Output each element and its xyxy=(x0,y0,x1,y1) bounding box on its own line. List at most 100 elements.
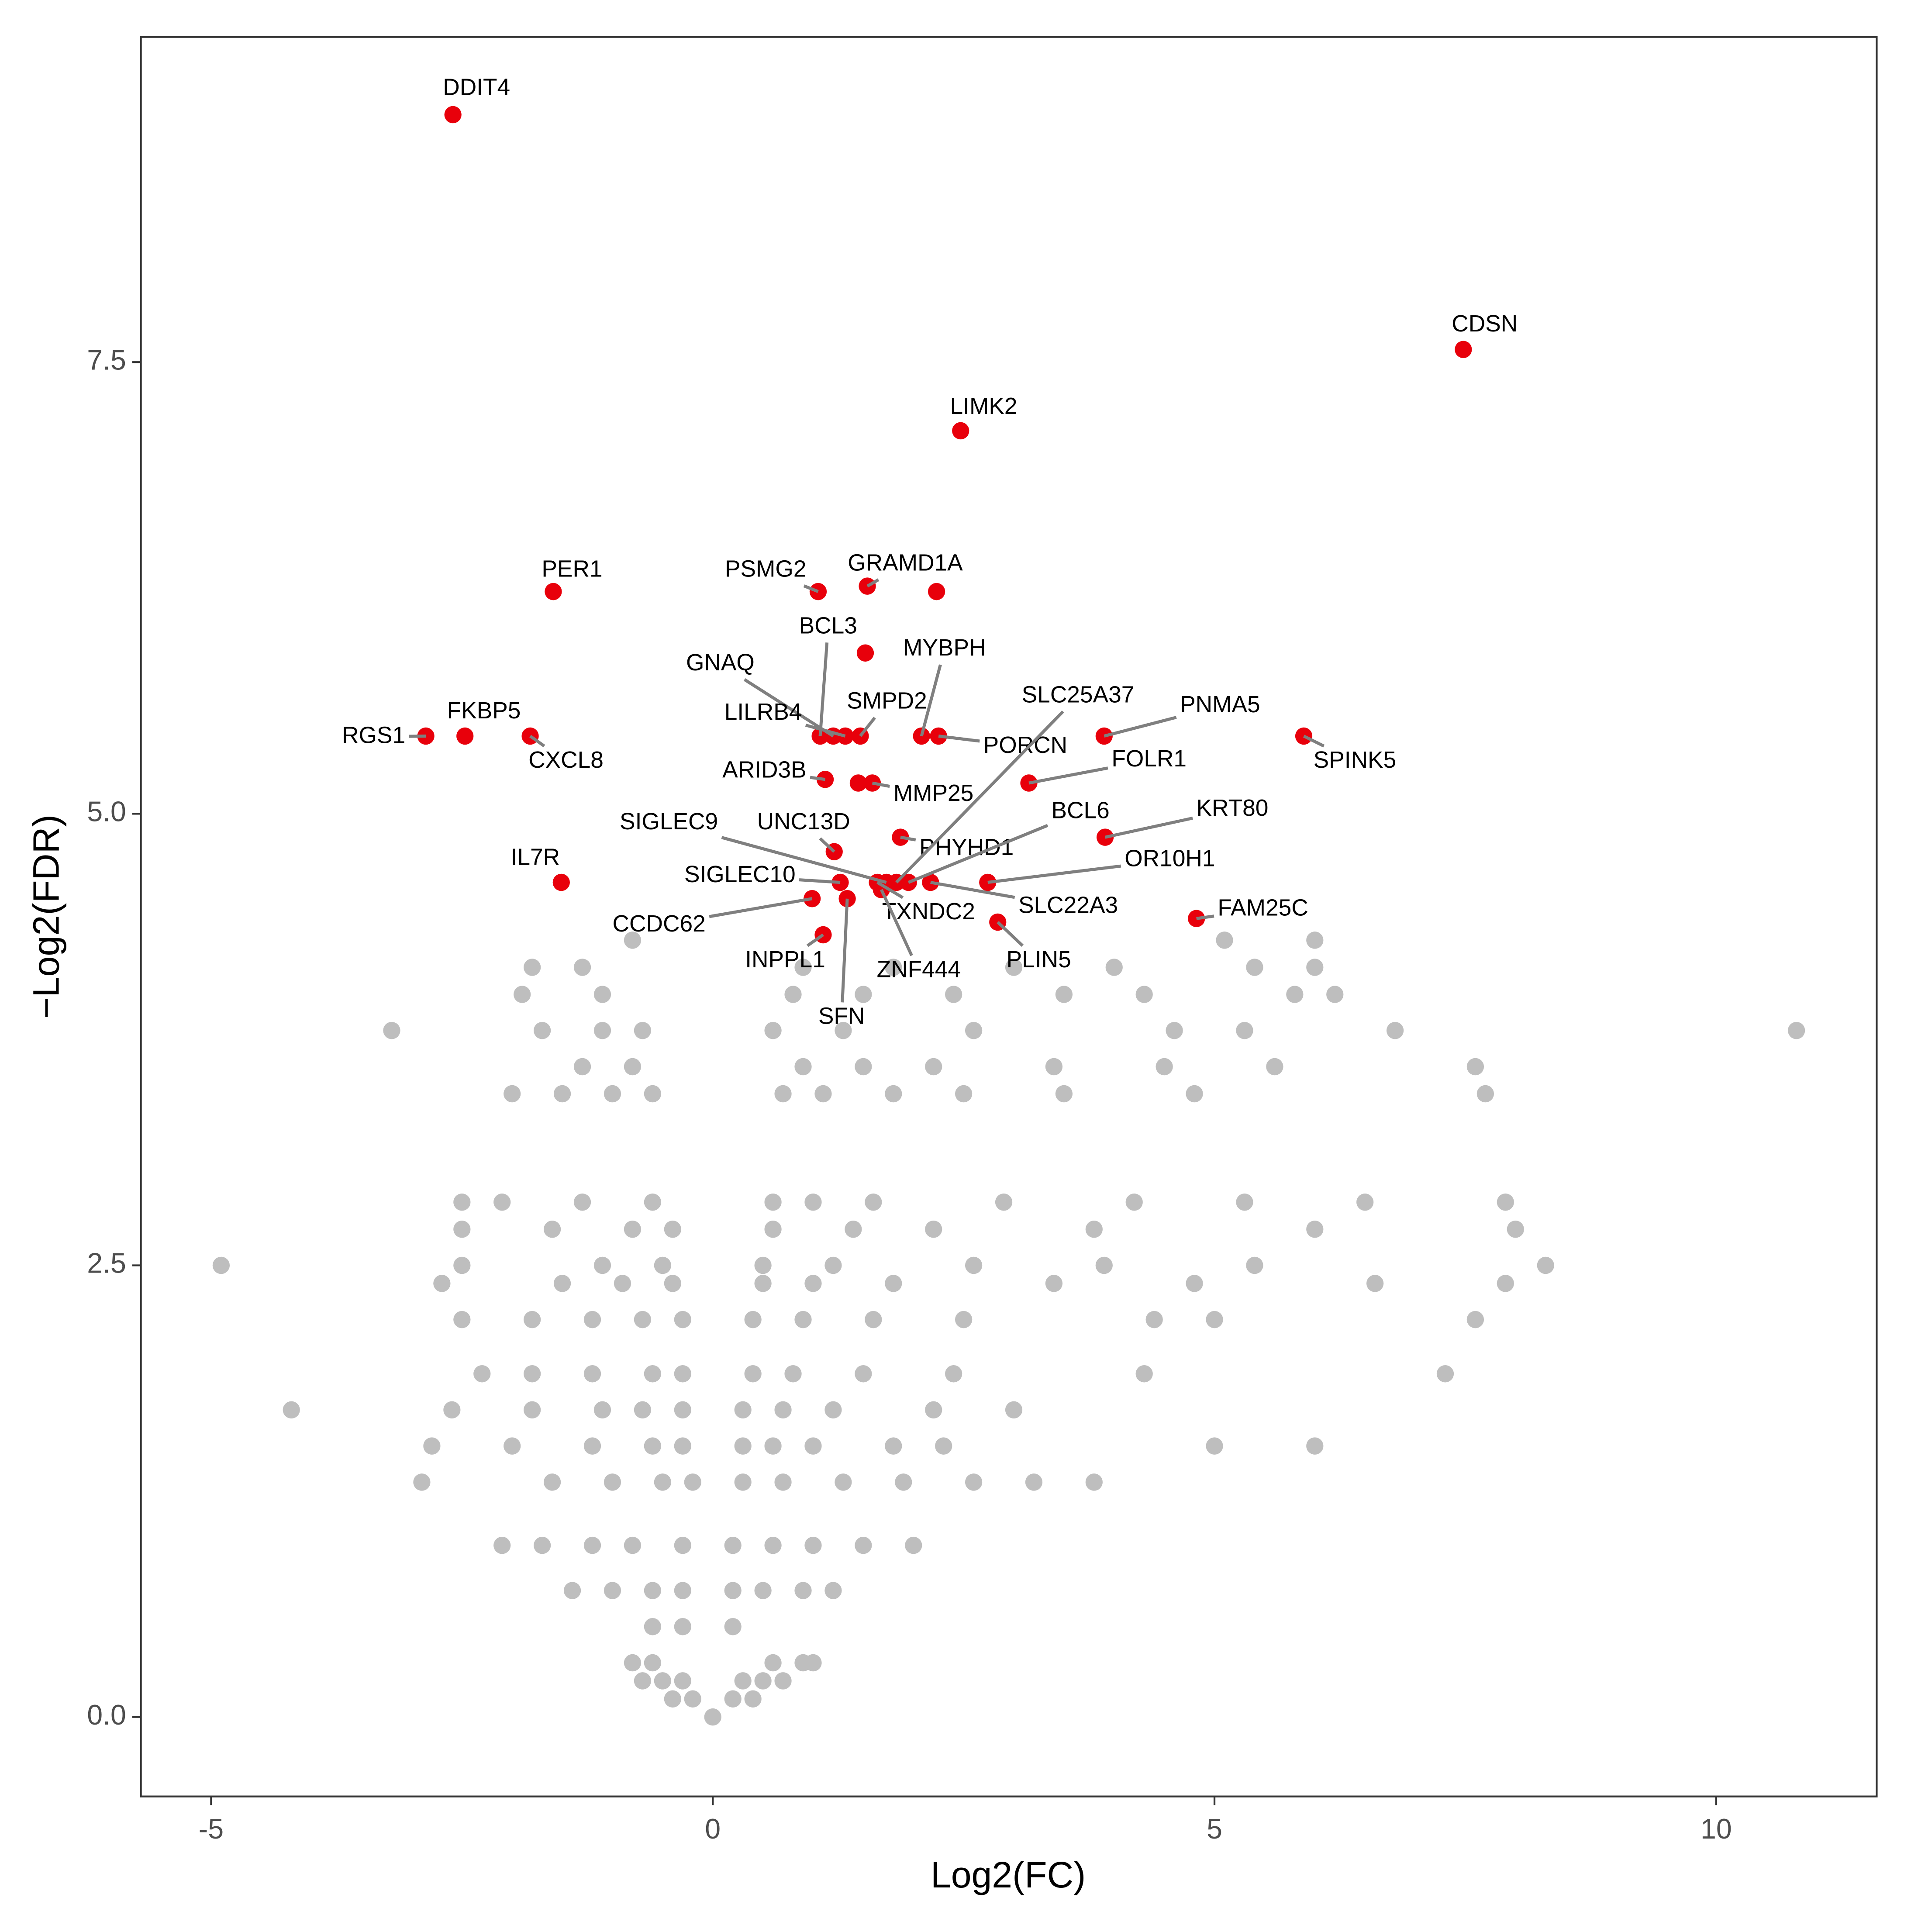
point xyxy=(1005,1401,1023,1419)
point xyxy=(794,1582,812,1599)
point xyxy=(1085,1473,1103,1491)
point xyxy=(744,1690,762,1708)
point-label: CXCL8 xyxy=(528,747,604,773)
point xyxy=(593,1256,611,1274)
point-label: SLC22A3 xyxy=(1018,893,1118,918)
point xyxy=(845,1221,862,1238)
label-connector xyxy=(709,897,813,918)
point xyxy=(624,932,642,949)
point xyxy=(1095,1256,1113,1274)
label-connector xyxy=(819,837,835,853)
point-label: ARID3B xyxy=(722,757,806,783)
point xyxy=(573,1058,591,1076)
point xyxy=(453,1221,471,1238)
point xyxy=(764,1536,782,1554)
point xyxy=(493,1193,511,1211)
point xyxy=(744,1365,762,1383)
point xyxy=(283,1401,300,1419)
point xyxy=(593,986,611,1003)
point-label: FOLR1 xyxy=(1111,746,1187,772)
point xyxy=(1186,1085,1203,1103)
point xyxy=(524,1311,541,1328)
point xyxy=(654,1672,671,1690)
point xyxy=(674,1365,691,1383)
point xyxy=(1306,1221,1324,1238)
point xyxy=(1055,986,1073,1003)
label-connector xyxy=(1303,735,1325,748)
point xyxy=(634,1311,652,1328)
point-label: SMPD2 xyxy=(847,688,927,714)
point xyxy=(1366,1275,1384,1292)
point xyxy=(473,1365,491,1383)
point-label: MYBPH xyxy=(903,635,986,661)
point xyxy=(1466,1058,1484,1076)
point xyxy=(754,1672,772,1690)
point xyxy=(533,1536,551,1554)
point xyxy=(413,1473,431,1491)
point xyxy=(1156,1058,1173,1076)
point xyxy=(674,1311,691,1328)
highlight-point xyxy=(814,926,832,944)
point xyxy=(593,1021,611,1039)
point-label: UNC13D xyxy=(757,809,850,835)
point xyxy=(1236,1193,1253,1211)
point xyxy=(1045,1058,1063,1076)
point xyxy=(1125,1193,1143,1211)
point xyxy=(1206,1437,1223,1455)
point xyxy=(614,1275,631,1292)
highlight-point xyxy=(892,828,909,846)
point xyxy=(824,1582,842,1599)
point xyxy=(433,1275,451,1292)
y-axis-title: −Log2(FDR) xyxy=(26,814,67,1019)
point xyxy=(634,1672,652,1690)
point xyxy=(754,1256,772,1274)
highlight-point xyxy=(444,106,462,124)
point xyxy=(804,1193,822,1211)
point xyxy=(664,1221,681,1238)
point xyxy=(905,1536,922,1554)
point xyxy=(1386,1021,1404,1039)
point xyxy=(774,1672,792,1690)
point-label: PNMA5 xyxy=(1180,692,1260,718)
point xyxy=(835,1021,852,1039)
x-axis-title: Log2(FC) xyxy=(931,1854,1086,1895)
point xyxy=(734,1437,752,1455)
point xyxy=(764,1654,782,1672)
point xyxy=(674,1401,691,1419)
highlight-point xyxy=(1295,727,1313,745)
point xyxy=(935,1437,952,1455)
point xyxy=(724,1536,742,1554)
label-connector xyxy=(859,717,876,737)
label-connector xyxy=(900,835,916,842)
point-label: DDIT4 xyxy=(443,74,510,100)
label-connector xyxy=(938,734,980,743)
highlight-point xyxy=(859,577,876,595)
label-connector xyxy=(880,889,913,956)
point xyxy=(855,1058,872,1076)
point xyxy=(514,986,531,1003)
point xyxy=(965,1473,983,1491)
point xyxy=(724,1690,742,1708)
point xyxy=(604,1085,621,1103)
point xyxy=(443,1401,461,1419)
y-tick-label: 5.0 xyxy=(87,795,126,827)
x-tick-label: -5 xyxy=(199,1813,224,1845)
point-label: MMP25 xyxy=(893,780,974,806)
point xyxy=(1135,1365,1153,1383)
point xyxy=(1306,1437,1324,1455)
highlight-point xyxy=(552,873,570,891)
point xyxy=(804,1536,822,1554)
label-connector xyxy=(1196,914,1214,920)
point xyxy=(1005,959,1023,976)
point-label: KRT80 xyxy=(1197,795,1269,821)
point xyxy=(1537,1256,1554,1274)
point xyxy=(764,1021,782,1039)
label-connector xyxy=(876,881,904,899)
point xyxy=(604,1473,621,1491)
point-label: PHYHD1 xyxy=(919,835,1014,860)
point-label: TXNDC2 xyxy=(882,899,975,925)
point xyxy=(794,1311,812,1328)
point xyxy=(1246,1256,1263,1274)
point-label: IL7R xyxy=(511,845,560,870)
point-label: BCL6 xyxy=(1051,797,1109,823)
